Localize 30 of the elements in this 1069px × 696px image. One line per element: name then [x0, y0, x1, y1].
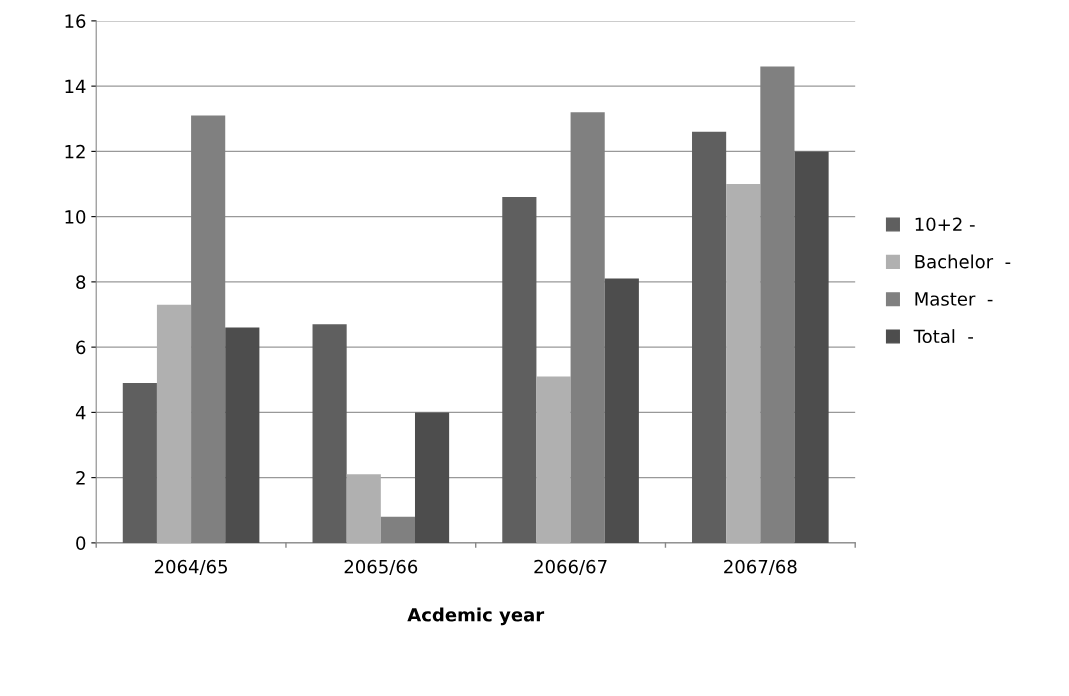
x-tick-label: 2066/67 [534, 559, 607, 575]
legend-label: Total - [913, 329, 973, 344]
x-tick-label: 2064/65 [154, 559, 228, 575]
bar [122, 383, 157, 543]
bar [604, 278, 639, 543]
bar [692, 131, 727, 543]
legend-label: 10+2 - [915, 217, 975, 232]
x-axis-title: Acdemic year [407, 607, 545, 626]
bar [726, 184, 761, 543]
y-tick-label: 2 [76, 471, 85, 485]
y-tick-label: 8 [76, 275, 86, 289]
x-tick-label: 2065/66 [344, 559, 418, 575]
y-tick-label: 10 [65, 210, 86, 224]
y-tick-label: 14 [65, 79, 86, 93]
y-tick-label: 16 [65, 14, 86, 28]
bar [225, 327, 260, 543]
y-tick-label: 12 [65, 144, 85, 159]
x-tick-label: 2067/68 [724, 559, 797, 575]
y-tick-label: 4 [75, 406, 86, 420]
legend-label: Bachelor - [915, 254, 1011, 269]
bar [794, 151, 829, 543]
bar [346, 474, 381, 543]
y-tick-label: 0 [76, 536, 86, 550]
bar [156, 304, 192, 543]
bar [414, 412, 450, 543]
bar [536, 376, 571, 543]
y-tick-label: 6 [76, 340, 86, 355]
bar [312, 324, 347, 543]
legend-label: Master - [915, 292, 993, 306]
bar [502, 197, 537, 543]
